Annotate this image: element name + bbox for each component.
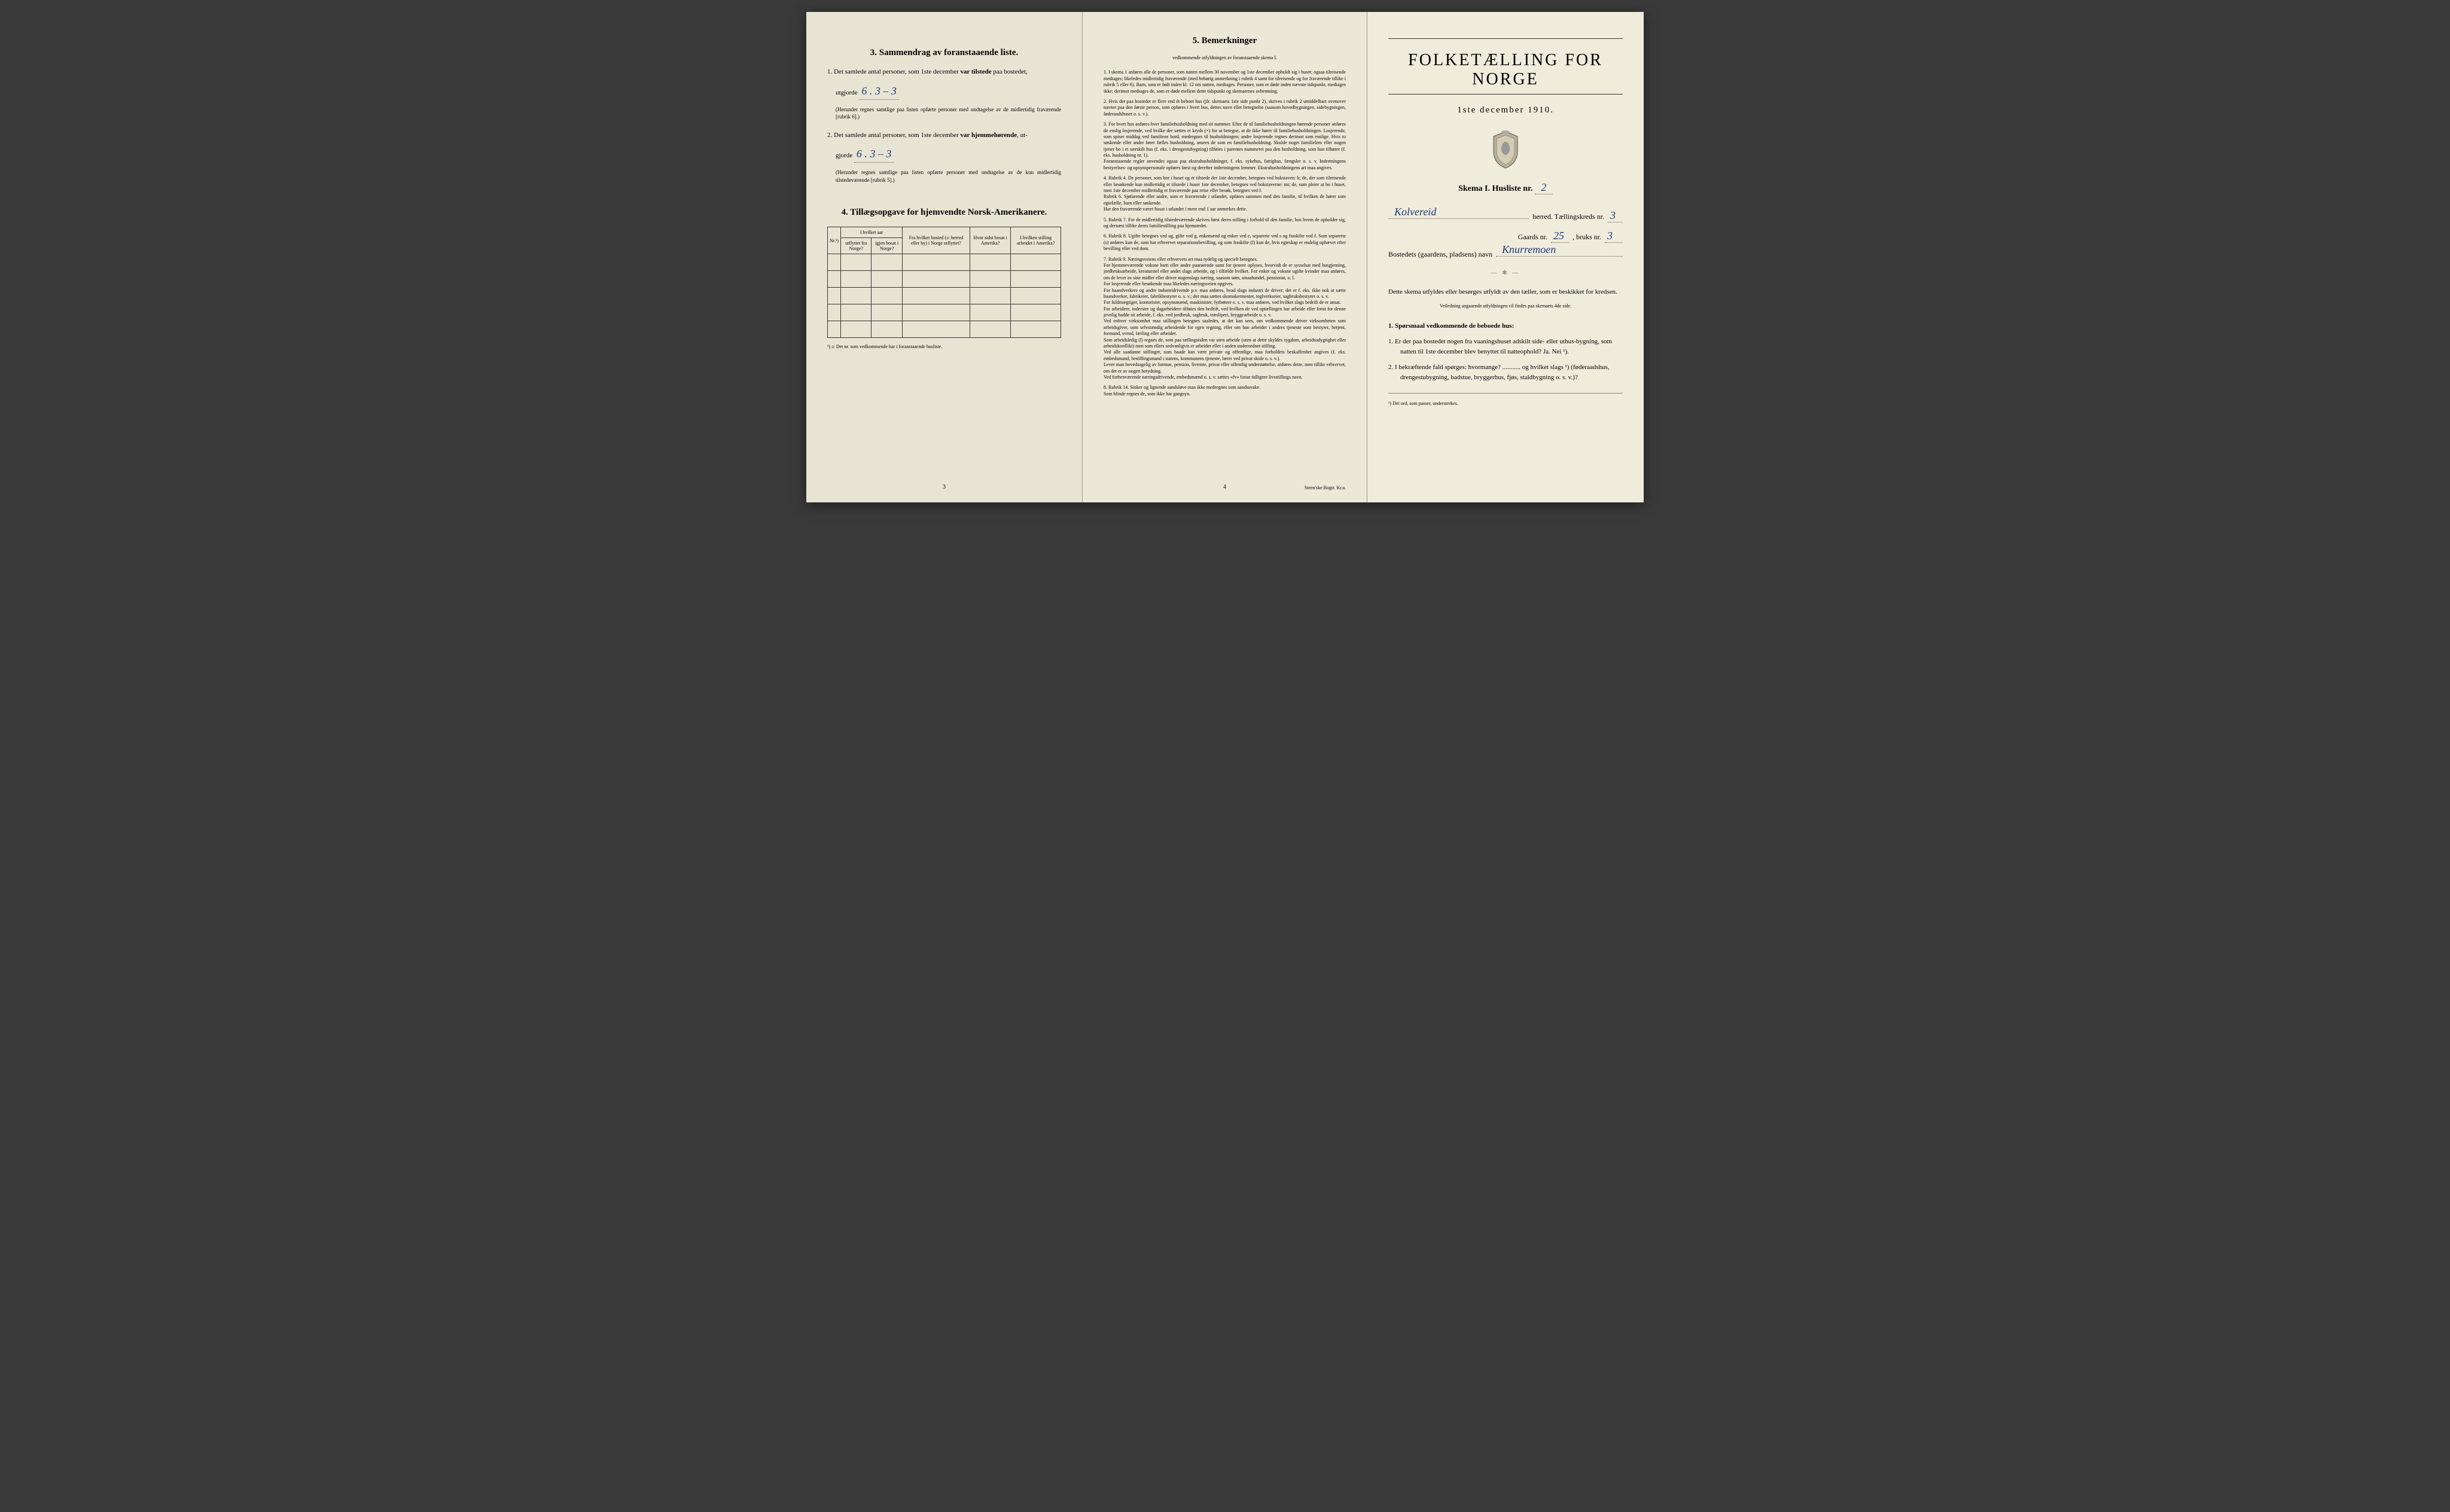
th-aar: I hvilket aar [841, 227, 903, 238]
footnote: ¹) Det ord, som passer, understrekes. [1388, 401, 1623, 406]
date-line: 1ste december 1910. [1388, 105, 1623, 115]
section-4-title: 4. Tillægsopgave for hjemvendte Norsk-Am… [827, 208, 1061, 218]
page-right: FOLKETÆLLING FOR NORGE 1ste december 191… [1367, 12, 1644, 502]
instruction-sub: Veiledning angaaende utfyldningen vil fi… [1388, 303, 1623, 309]
section-5-subtitle: vedkommende utfyldningen av foranstaaend… [1104, 55, 1346, 61]
document-spread: 3. Sammendrag av foranstaaende liste. 1.… [806, 12, 1644, 502]
coat-of-arms-icon [1388, 130, 1623, 172]
table-row [828, 304, 1061, 321]
remark-item: 4. Rubrik 4. De personer, som bor i huse… [1104, 175, 1346, 212]
remark-item: 5. Rubrik 7. For de midlertidig tilstede… [1104, 217, 1346, 230]
remark-item: 7. Rubrik 9. Næringsveiens eller erhverv… [1104, 257, 1346, 381]
item-1-value: utgjorde 6 . 3 – 3 [836, 83, 1061, 100]
item-1-note: (Herunder regnes samtlige paa listen opf… [836, 106, 1061, 121]
section-3-title: 3. Sammendrag av foranstaaende liste. [827, 48, 1061, 58]
section-5-title: 5. Bemerkninger [1104, 36, 1346, 46]
skema-line: Skema I. Husliste nr. 2 [1388, 181, 1623, 194]
page-number-4: 4 [1223, 484, 1226, 490]
remark-item: 8. Rubrik 14. Sinker og lignende aandslø… [1104, 385, 1346, 397]
item-1: 1. Det samlede antal personer, som 1ste … [827, 67, 1061, 77]
bostedets-navn: Knurremoen [1502, 243, 1556, 256]
question-header: 1. Spørsmaal vedkommende de beboede hus: [1388, 321, 1623, 331]
remark-item: 1. I skema 1 anføres alle de personer, s… [1104, 69, 1346, 94]
bruks-nr: 3 [1605, 230, 1623, 243]
th-igjen: igjen bosat i Norge? [871, 238, 903, 254]
tillaeg-table: Nr.¹) I hvilket aar Fra hvilket bosted (… [827, 227, 1061, 338]
instruction-text: Dette skema utfyldes eller besørges utfy… [1388, 287, 1623, 297]
item-2: 2. Det samlede antal personer, som 1ste … [827, 130, 1061, 141]
bostedets-line: Bostedets (gaardens, pladsens) navn Knur… [1388, 250, 1623, 259]
main-title: FOLKETÆLLING FOR NORGE [1388, 51, 1623, 89]
husliste-nr: 2 [1535, 181, 1553, 194]
rule-top [1388, 38, 1623, 39]
table-footnote: ¹) ɔ: Det nr. som vedkommende har i fora… [827, 344, 1061, 350]
page-middle: 5. Bemerkninger vedkommende utfyldningen… [1083, 12, 1367, 502]
question-2: 2. I bekræftende fald spørges: hvormange… [1388, 362, 1623, 382]
page-left: 3. Sammendrag av foranstaaende liste. 1.… [806, 12, 1083, 502]
remark-item: 6. Rubrik 8. Ugifte betegnes ved ug, gif… [1104, 233, 1346, 252]
table-row [828, 271, 1061, 288]
th-bosted: Fra hvilket bosted (ɔ: herred eller by) … [903, 227, 970, 254]
footnote-rule [1388, 393, 1623, 394]
item-2-value: gjorde 6 . 3 – 3 [836, 146, 1061, 163]
remark-item: 3. For hvert hus anføres hver familiehus… [1104, 121, 1346, 171]
th-nr: Nr.¹) [828, 227, 841, 254]
table-row [828, 321, 1061, 338]
question-1: 1. Er der paa bostedet nogen fra vaaning… [1388, 337, 1623, 356]
table-row [828, 254, 1061, 271]
gaards-nr: 25 [1551, 230, 1569, 243]
ornament-divider: — ✻ — [1388, 270, 1623, 276]
remarks-list: 1. I skema 1 anføres alle de personer, s… [1104, 69, 1346, 397]
tilstede-count: 6 . 3 – 3 [859, 83, 899, 100]
page-number-3: 3 [943, 484, 946, 490]
table-row [828, 288, 1061, 304]
item-2-note: (Herunder regnes samtlige paa listen opf… [836, 169, 1061, 184]
th-utflyttet: utflyttet fra Norge? [841, 238, 871, 254]
th-sidst: Hvor sidst bosat i Amerika? [970, 227, 1011, 254]
printer-credit: Steen'ske Bogtr. Kr.a. [1305, 485, 1346, 490]
th-stilling: I hvilken stilling arbeidet i Amerika? [1011, 227, 1061, 254]
herred-line: Kolvereid herred. Tællingskreds nr. 3 [1388, 209, 1623, 222]
kreds-nr: 3 [1608, 209, 1623, 222]
hjemme-count: 6 . 3 – 3 [854, 146, 894, 163]
herred-name: Kolvereid [1394, 206, 1436, 218]
remark-item: 2. Hvis der paa bostedet er flere end ét… [1104, 99, 1346, 117]
gaards-line: Gaards nr. 25 , bruks nr. 3 [1388, 230, 1623, 243]
